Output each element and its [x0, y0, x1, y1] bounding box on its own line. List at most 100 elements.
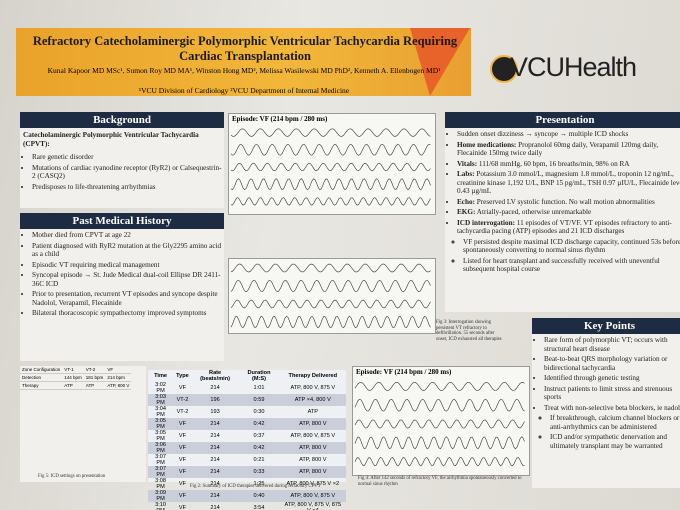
cell: VF — [178, 385, 187, 391]
cell: 144 bpm — [62, 373, 84, 382]
ecg-trace — [354, 398, 525, 412]
ecg-trace — [354, 456, 525, 467]
row: Detection 144 bpm 181 bpm 214 bpm — [20, 373, 132, 382]
settings-figure: Zone Configuration VT-1 VT-2 VF Detection 144… — [20, 366, 146, 482]
ecg-figure: Episode: VF (214 bpm / 280 ms) — [352, 366, 530, 476]
section-heading: Presentation — [445, 112, 680, 128]
cell: VF — [178, 481, 187, 487]
ecg-svg — [230, 128, 431, 206]
cell: 0:37 — [253, 433, 265, 439]
bullet-label: Echo: — [457, 197, 475, 206]
caption: Fig 4: After 142 seconds of refractory V… — [358, 476, 522, 487]
cell: 0:40 — [238, 490, 280, 502]
cell: ATP, 800 V — [279, 418, 346, 430]
ecg-title: Episode: VF (214 bpm / 280 ms) — [232, 115, 328, 123]
cell: VF — [173, 442, 192, 454]
ecg-trace — [230, 299, 431, 309]
caption: Fig 5: ICD settings on presentation — [38, 473, 106, 479]
cell: 3:04 PM — [155, 406, 167, 418]
bullet: Sudden onset dizziness → syncope → multi… — [457, 130, 680, 139]
bullet: Rare form of polymorphic VT; occurs with… — [544, 336, 680, 353]
bullet-list: Rare form of polymorphic VT; occurs with… — [532, 336, 680, 412]
row: 3:09 PM VF 214 0:40 ATP, 800 V, 875 V — [148, 490, 346, 502]
cell: ATP — [83, 381, 106, 390]
settings-table: Zone Configuration VT-1 VT-2 VF Detection 144… — [20, 366, 132, 390]
ecg-svg — [230, 263, 431, 329]
cell: 3:03 PM — [148, 394, 174, 406]
cell: 3:07 PM — [148, 466, 174, 478]
cell: Detection — [20, 373, 63, 382]
row: 3:07 PM VF 214 0:33 ATP, 800 V — [148, 466, 346, 478]
cell: 196 — [191, 394, 239, 406]
bullet-text: 111/68 mmHg, 60 bpm, 16 breaths/min, 98%… — [478, 159, 630, 168]
cell: 0:33 — [238, 466, 280, 478]
bullet-text: 11 episodes of VT/VF. VT episodes refrac… — [457, 218, 672, 236]
cell: 0:59 — [238, 394, 280, 406]
ecg-trace — [354, 419, 525, 429]
header-cell: VT-1 — [62, 366, 84, 374]
cell: 0:30 — [253, 409, 265, 415]
ecg-trace — [230, 128, 431, 137]
bullet-list: Mother died from CPVT at age 22 Patient d… — [20, 231, 224, 318]
cell: VF — [173, 490, 192, 502]
ecg-trace — [230, 162, 431, 172]
cell: 193 — [210, 409, 220, 415]
row: 3:05 PM VF 214 0:42 ATP, 800 V — [148, 418, 346, 430]
cell: 214 — [210, 385, 220, 391]
bullet: Predisposes to life-threatening arrhythm… — [32, 183, 224, 192]
header-cell: Therapy Delivered — [288, 373, 338, 379]
ecg-trace — [230, 315, 431, 329]
cell: 214 bpm — [105, 373, 132, 382]
bullet: Mutations of cardiac ryanodine receptor … — [32, 164, 224, 181]
cell: ATP, 800 V — [299, 457, 327, 463]
sub-bullet-list: If breakthrough, calcium channel blocker… — [532, 414, 680, 450]
therapy-table: Time Type Rate (beats/min) Duration (M:S) Th… — [148, 370, 346, 510]
cell: 214 — [191, 466, 239, 478]
cell: VF — [178, 457, 187, 463]
cell: 3:08 PM — [155, 478, 167, 490]
cell: VF — [173, 466, 192, 478]
header-row: Time Type Rate (beats/min) Duration (M:S) Th… — [148, 370, 346, 382]
cell: ATP, 800 V — [279, 442, 346, 454]
cell: Therapy — [20, 381, 63, 390]
header-cell: Type — [176, 373, 189, 379]
section-heading: Key Points — [532, 318, 680, 334]
row: Therapy ATP ATP ATP, 800 V — [20, 381, 132, 390]
bullet: Identified through genetic testing — [544, 374, 680, 383]
row: 3:10 PM VF 214 3:54 ATP, 800 V, 875 V, 875 V… — [148, 502, 346, 510]
ecg-figure — [228, 258, 436, 334]
bullet: Home medications: Propranolol 60mg daily… — [457, 141, 680, 158]
bullet-list: Rare genetic disorder Mutations of cardia… — [20, 153, 224, 191]
bullet: Vitals: 111/68 mmHg, 60 bpm, 16 breaths/… — [457, 160, 680, 169]
cell: VT-2 — [176, 409, 189, 415]
bullet: ICD and/or sympathetic denervation and u… — [550, 433, 680, 450]
cell: ATP, 800 V — [279, 466, 346, 478]
bullet: Episodic VT requiring medical management — [32, 261, 224, 270]
bullet: Syncopal episode → St. Jude Medical dual… — [32, 271, 224, 288]
ecg-trace — [230, 279, 431, 293]
cell: 3:02 PM — [155, 382, 167, 394]
bullet: Prior to presentation, recurrent VT epis… — [32, 290, 224, 307]
cell: VT-2 — [173, 394, 192, 406]
header-band — [16, 28, 471, 96]
header-cell: Duration (M:S) — [247, 370, 271, 382]
row: 3:03 PM VT-2 196 0:59 ATP ×4, 800 V — [148, 394, 346, 406]
sub-bullet-list: VF persisted despite maximal ICD dischar… — [445, 238, 680, 274]
cell: 214 — [210, 433, 220, 439]
bullet: Treat with non-selective beta blockers, … — [544, 404, 680, 413]
history-panel: Past Medical History Mother died from CP… — [20, 213, 224, 361]
header-cell: Rate (beats/min) — [200, 370, 231, 382]
affiliations: ¹VCU Division of Cardiology ²VCU Departm… — [138, 86, 350, 95]
bullet: Rare genetic disorder — [32, 153, 224, 162]
cell: 214 — [191, 490, 239, 502]
cell: 214 — [210, 457, 220, 463]
ecg-figure: Episode: VF (214 bpm / 280 ms) — [228, 113, 436, 215]
cell: 3:05 PM — [155, 430, 167, 442]
header-cell: VF — [105, 366, 132, 374]
bullet: Mother died from CPVT at age 22 — [32, 231, 224, 240]
header-cell: Time — [154, 373, 168, 379]
bullet-label: EKG: — [457, 208, 476, 216]
cell: ATP, 800 V — [105, 381, 132, 390]
caption: Fig 2: Summary of ICD therapies delivere… — [190, 484, 321, 489]
cell: ATP, 800 V, 875 V ×2 — [286, 481, 340, 487]
